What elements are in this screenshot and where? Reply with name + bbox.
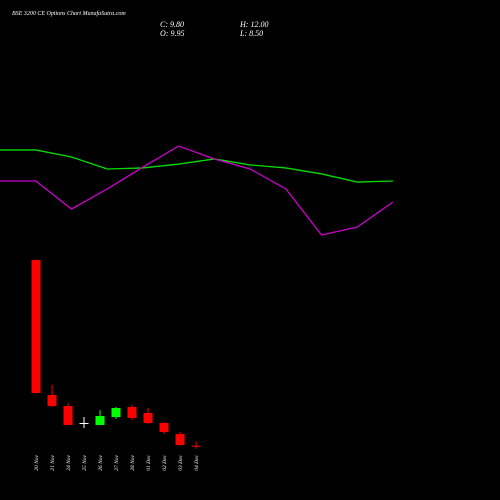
x-tick-label: 26 Nov xyxy=(98,454,104,470)
candle-body xyxy=(31,260,41,393)
x-tick-label: 25 Nov xyxy=(82,454,88,470)
x-tick-label: 03 Dec xyxy=(178,454,184,470)
candle-body xyxy=(143,413,153,423)
ohlc-close: C: 9.80 xyxy=(160,20,184,29)
x-tick-label: 21 Nov xyxy=(50,454,56,470)
x-tick-label: 28 Nov xyxy=(130,454,136,470)
ohlc-low: L: 8.50 xyxy=(239,29,263,38)
candle-body xyxy=(191,445,201,447)
candle-body xyxy=(127,407,137,418)
candle-body xyxy=(175,434,185,445)
x-tick-label: 20 Nov xyxy=(34,454,40,470)
chart-title: BSE 3200 CE Options Chart MunafaSutra.co… xyxy=(12,10,126,17)
x-tick-label: 27 Nov xyxy=(114,454,120,470)
candle-body xyxy=(79,423,89,424)
indicator-line xyxy=(0,149,394,183)
x-tick-label: 02 Dec xyxy=(162,454,168,470)
candle-body xyxy=(47,395,57,406)
x-tick-label: 24 Nov xyxy=(65,454,72,470)
indicator-line xyxy=(0,145,394,236)
candle-body xyxy=(63,406,73,425)
x-tick-label: 04 Dec xyxy=(193,454,200,470)
candle-body xyxy=(159,423,169,432)
x-tick-label: 01 Dec xyxy=(146,454,152,470)
ohlc-high: H: 12.00 xyxy=(239,20,268,29)
candle-body xyxy=(95,416,105,425)
ohlc-open: O: 9.95 xyxy=(160,29,184,38)
candle-body xyxy=(111,408,121,417)
